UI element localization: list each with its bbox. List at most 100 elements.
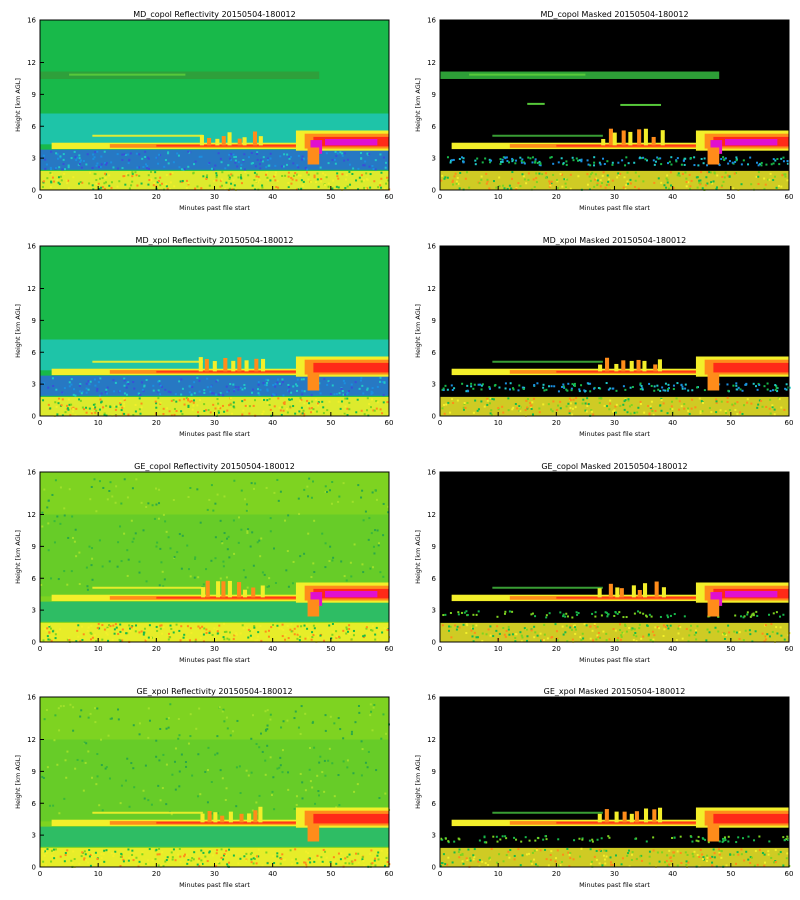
y-tick-label: 16 [427, 694, 436, 702]
x-tick-label: 30 [610, 419, 619, 427]
x-tick-label: 10 [494, 645, 503, 653]
panel-7: GE_xpol Reflectivity 20150504-180012 0 10 2… [14, 687, 393, 889]
x-tick-label: 30 [610, 193, 619, 201]
reflectivity-field [40, 71, 391, 191]
y-tick-label: 6 [432, 349, 437, 357]
x-tick-label: 30 [210, 419, 219, 427]
x-tick-label: 60 [385, 645, 394, 653]
plot-background [440, 246, 789, 416]
x-axis-label: Minutes past file start [579, 430, 650, 438]
x-tick-label: 30 [610, 870, 619, 878]
y-tick-label: 12 [27, 285, 36, 293]
x-axis-label: Minutes past file start [579, 204, 650, 212]
x-tick-label: 10 [94, 193, 103, 201]
reflectivity-field [440, 807, 791, 868]
x-tick-label: 0 [438, 645, 442, 653]
panel-3: MD_xpol Reflectivity 20150504-180012 0 10 2… [14, 236, 393, 438]
reflectivity-field [440, 581, 791, 643]
y-tick-label: 6 [432, 123, 437, 131]
y-tick-label: 0 [32, 413, 36, 421]
x-tick-label: 0 [438, 193, 442, 201]
y-tick-label: 3 [32, 155, 36, 163]
x-tick-label: 20 [152, 645, 161, 653]
y-tick-label: 12 [27, 511, 36, 519]
y-axis-label: Height [km AGL] [414, 530, 422, 584]
y-tick-label: 16 [27, 694, 36, 702]
x-tick-label: 0 [38, 419, 42, 427]
y-tick-label: 3 [432, 832, 436, 840]
y-tick-label: 3 [32, 607, 36, 615]
x-tick-label: 30 [210, 193, 219, 201]
y-tick-label: 0 [32, 187, 36, 195]
x-tick-label: 40 [268, 645, 277, 653]
y-tick-label: 16 [27, 469, 36, 477]
x-tick-label: 40 [268, 419, 277, 427]
reflectivity-field [40, 703, 391, 868]
x-tick-label: 0 [438, 870, 442, 878]
y-tick-label: 6 [432, 575, 437, 583]
panel-title: MD_xpol Masked 20150504-180012 [543, 236, 687, 245]
y-tick-label: 0 [432, 639, 436, 647]
y-tick-label: 16 [427, 243, 436, 251]
y-tick-label: 12 [27, 736, 36, 744]
x-tick-label: 10 [94, 645, 103, 653]
x-tick-label: 60 [385, 419, 394, 427]
x-tick-label: 60 [785, 193, 794, 201]
y-axis-label: Height [km AGL] [14, 530, 22, 584]
x-tick-label: 50 [726, 193, 735, 201]
panel-5: GE_copol Reflectivity 20150504-180012 0 10… [14, 462, 393, 664]
x-tick-label: 30 [610, 645, 619, 653]
plot-background [440, 472, 789, 642]
x-tick-label: 10 [94, 419, 103, 427]
x-axis-label: Minutes past file start [179, 881, 250, 889]
plot-background [440, 20, 789, 190]
y-tick-label: 6 [432, 800, 437, 808]
y-tick-label: 0 [32, 864, 36, 872]
x-tick-label: 60 [785, 870, 794, 878]
x-tick-label: 50 [326, 193, 335, 201]
y-tick-label: 12 [427, 511, 436, 519]
x-tick-label: 30 [210, 870, 219, 878]
panel-title: GE_copol Reflectivity 20150504-180012 [134, 462, 295, 471]
y-tick-label: 0 [32, 639, 36, 647]
y-axis-label: Height [km AGL] [14, 304, 22, 358]
x-tick-label: 40 [668, 193, 677, 201]
x-tick-label: 40 [268, 870, 277, 878]
y-tick-label: 0 [432, 864, 436, 872]
x-axis-label: Minutes past file start [579, 656, 650, 664]
x-tick-label: 20 [552, 645, 561, 653]
panel-title: MD_xpol Reflectivity 20150504-180012 [136, 236, 294, 245]
panel-title: GE_copol Masked 20150504-180012 [541, 462, 687, 471]
x-tick-label: 40 [268, 193, 277, 201]
x-tick-label: 0 [438, 419, 442, 427]
y-axis-label: Height [km AGL] [414, 78, 422, 132]
y-tick-label: 6 [32, 575, 37, 583]
x-tick-label: 0 [38, 645, 42, 653]
y-tick-label: 6 [32, 800, 37, 808]
y-tick-label: 12 [427, 285, 436, 293]
panel-title: GE_xpol Reflectivity 20150504-180012 [136, 687, 292, 696]
x-tick-label: 20 [552, 193, 561, 201]
x-tick-label: 50 [326, 645, 335, 653]
y-tick-label: 3 [32, 381, 36, 389]
x-axis-label: Minutes past file start [579, 881, 650, 889]
y-axis-label: Height [km AGL] [14, 78, 22, 132]
x-tick-label: 10 [94, 870, 103, 878]
y-tick-label: 9 [432, 768, 436, 776]
y-tick-label: 0 [432, 413, 436, 421]
y-tick-label: 9 [32, 768, 36, 776]
reflectivity-field [440, 356, 791, 417]
x-tick-label: 50 [726, 870, 735, 878]
x-tick-label: 60 [385, 870, 394, 878]
panel-title: MD_copol Reflectivity 20150504-180012 [133, 10, 295, 19]
x-tick-label: 0 [38, 193, 42, 201]
x-tick-label: 20 [152, 193, 161, 201]
y-tick-label: 12 [27, 59, 36, 67]
x-tick-label: 50 [326, 419, 335, 427]
reflectivity-field [40, 339, 390, 417]
x-axis-label: Minutes past file start [179, 656, 250, 664]
